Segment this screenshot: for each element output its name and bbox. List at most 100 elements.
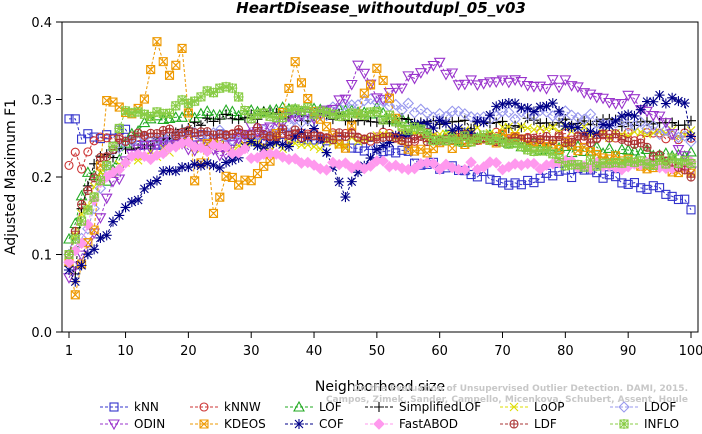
data-point (358, 94, 371, 107)
data-point (618, 401, 630, 413)
data-point (89, 244, 100, 255)
data-point (403, 114, 414, 125)
series-line (68, 98, 692, 255)
legend-label: COF (319, 417, 344, 431)
data-point (77, 164, 87, 174)
data-point (604, 120, 615, 131)
data-point (284, 131, 294, 141)
x-tick-label: 80 (557, 344, 574, 359)
data-point (107, 141, 118, 152)
data-point (628, 94, 641, 105)
data-point (126, 107, 137, 118)
data-point (428, 123, 439, 134)
data-point (472, 116, 483, 127)
x-tick-label: 90 (620, 344, 637, 359)
watermark-line-1: On the Evaluation of Unsupervised Outlie… (353, 384, 688, 394)
data-point (660, 98, 671, 109)
legend-label: FastABOD (399, 417, 458, 431)
data-point (158, 166, 169, 177)
chart-title: HeartDisease_withoutdupl_05_v03 (236, 0, 526, 17)
series-line (68, 39, 692, 295)
legend-item-cof: COF (285, 417, 344, 431)
data-point (119, 157, 132, 169)
data-point (359, 110, 370, 121)
data-point (252, 109, 263, 120)
data-point (503, 106, 515, 118)
data-point (296, 127, 307, 138)
data-point (321, 107, 332, 118)
data-point (189, 117, 200, 128)
data-point (642, 116, 653, 127)
data-point (491, 133, 502, 144)
data-point (541, 117, 552, 128)
data-point (70, 234, 81, 244)
data-point (666, 129, 679, 140)
legend-label: ODIN (134, 417, 165, 431)
legend-item-odin: ODIN (100, 417, 165, 431)
data-point (559, 105, 572, 117)
data-point (347, 128, 357, 138)
data-point (397, 145, 407, 155)
data-point (132, 144, 145, 156)
data-point (334, 176, 345, 187)
data-point (171, 60, 181, 70)
data-point (220, 141, 232, 153)
data-point (339, 94, 352, 106)
data-point (610, 116, 621, 127)
data-point (422, 118, 433, 129)
data-point (553, 111, 565, 123)
data-point (459, 115, 470, 126)
data-point (453, 123, 464, 134)
data-point (270, 120, 283, 132)
data-point (208, 87, 219, 98)
x-tick-label: 40 (306, 344, 323, 359)
data-point (139, 94, 149, 104)
data-point (315, 144, 325, 154)
data-point (547, 148, 558, 159)
x-tick-label: 60 (431, 344, 448, 359)
data-point (477, 79, 490, 90)
data-point (70, 147, 80, 157)
data-point (89, 192, 100, 203)
data-point (183, 162, 194, 173)
data-point (70, 290, 80, 300)
data-point (64, 249, 74, 260)
data-point (477, 161, 490, 173)
data-point (233, 91, 244, 102)
data-point (295, 116, 308, 129)
data-point (378, 75, 388, 85)
data-point (559, 75, 572, 87)
data-point (101, 160, 112, 171)
data-point (408, 162, 421, 175)
data-point (648, 181, 658, 191)
data-point (89, 225, 99, 235)
data-point (490, 77, 503, 88)
legend-item-knn: kNN (100, 400, 159, 414)
data-point (497, 116, 508, 127)
y-tick-label: 0.2 (31, 171, 52, 186)
data-point (208, 116, 219, 127)
data-point (686, 205, 696, 215)
data-point (584, 108, 597, 120)
data-point (83, 129, 93, 139)
data-point (109, 402, 119, 412)
data-point (201, 145, 214, 158)
data-point (585, 126, 596, 137)
data-point (258, 143, 269, 154)
data-point (232, 134, 245, 145)
data-point (214, 114, 225, 125)
data-point (471, 80, 484, 92)
data-point (195, 91, 206, 102)
data-point (339, 157, 352, 169)
data-point (221, 157, 232, 168)
data-point (648, 96, 659, 107)
data-point (673, 194, 683, 205)
data-point (378, 114, 389, 125)
data-point (616, 158, 627, 169)
legend-label: LoOP (534, 400, 565, 414)
data-point (478, 130, 489, 141)
data-point (190, 176, 200, 186)
data-point (466, 169, 476, 180)
data-point (195, 160, 206, 171)
data-point (503, 98, 514, 109)
